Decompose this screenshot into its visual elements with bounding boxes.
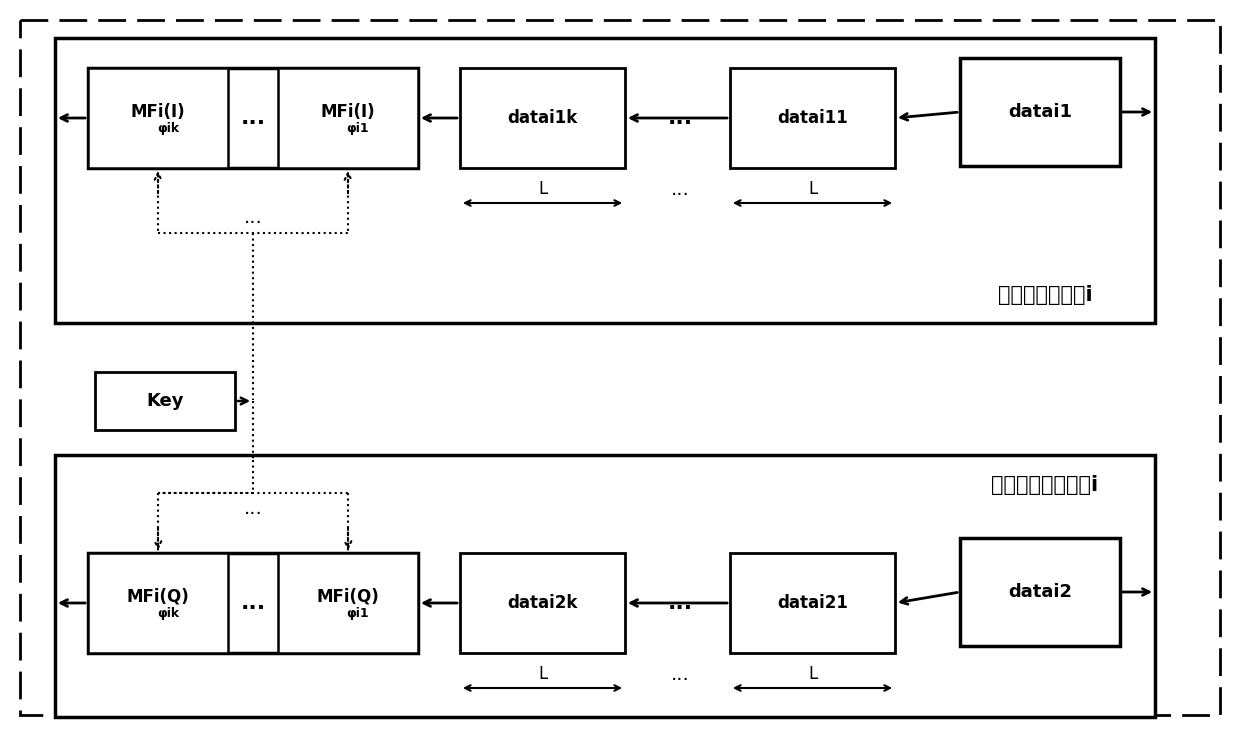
Text: datai11: datai11 xyxy=(777,109,848,127)
Text: MFi(Q): MFi(Q) xyxy=(316,588,379,606)
Text: φik: φik xyxy=(157,121,179,135)
Bar xyxy=(960,58,1120,166)
Text: datai2k: datai2k xyxy=(507,594,578,612)
Bar xyxy=(460,553,625,653)
Text: MFi(Q): MFi(Q) xyxy=(126,588,190,606)
Bar xyxy=(88,68,228,168)
Text: datai1k: datai1k xyxy=(507,109,578,127)
Bar xyxy=(88,553,228,653)
Text: ...: ... xyxy=(241,593,265,613)
Text: L: L xyxy=(808,180,817,198)
Text: φi1: φi1 xyxy=(347,121,370,135)
Bar xyxy=(55,38,1154,323)
Text: ...: ... xyxy=(667,593,693,613)
Bar xyxy=(730,553,895,653)
Text: datai1: datai1 xyxy=(1008,103,1073,121)
Text: ...: ... xyxy=(671,664,689,684)
Bar xyxy=(278,68,418,168)
Text: datai2: datai2 xyxy=(1008,583,1073,601)
Text: MFi(I): MFi(I) xyxy=(130,103,185,121)
Bar xyxy=(730,68,895,168)
Text: datai21: datai21 xyxy=(777,594,848,612)
Bar xyxy=(55,455,1154,717)
Bar xyxy=(88,553,418,653)
Text: φi1: φi1 xyxy=(347,606,370,620)
Bar xyxy=(460,68,625,168)
Bar xyxy=(278,553,418,653)
Text: ...: ... xyxy=(241,108,265,128)
Text: MFi(I): MFi(I) xyxy=(321,103,376,121)
Text: 同相匹配滤波器i: 同相匹配滤波器i xyxy=(998,285,1092,305)
Text: ...: ... xyxy=(671,179,689,198)
Text: φik: φik xyxy=(157,606,179,620)
Text: ...: ... xyxy=(667,108,693,128)
Text: L: L xyxy=(538,180,547,198)
Bar xyxy=(88,68,418,168)
Text: L: L xyxy=(538,665,547,683)
Text: Key: Key xyxy=(146,392,184,410)
Text: ...: ... xyxy=(243,207,263,226)
Bar xyxy=(95,372,236,430)
Text: ...: ... xyxy=(243,500,263,518)
Bar xyxy=(960,538,1120,646)
Text: 正交相匹配滤波器i: 正交相匹配滤波器i xyxy=(992,475,1099,495)
Text: L: L xyxy=(808,665,817,683)
